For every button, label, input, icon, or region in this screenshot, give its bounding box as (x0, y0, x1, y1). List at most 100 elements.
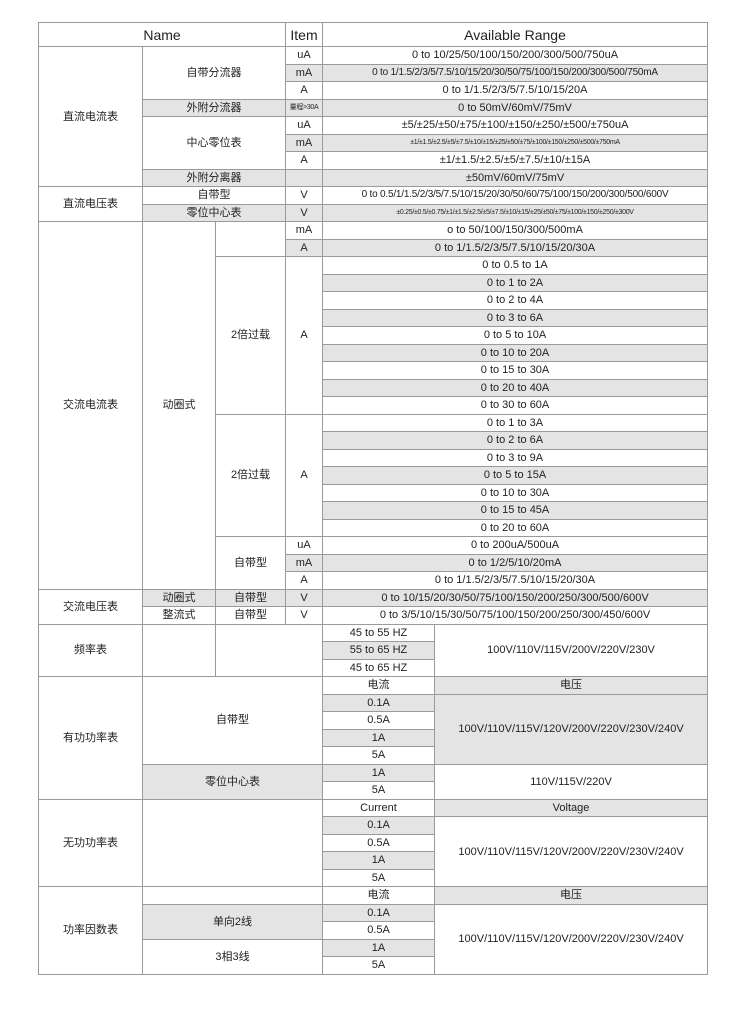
table-cell: 外附分离器 (141, 168, 287, 187)
table-cell: ±1/±1.5/±2.5/±5/±7.5/±10/±15A (322, 151, 709, 170)
table-cell: 交流电流表 (38, 221, 143, 590)
table-row: 0 to 3 to 6A (39, 308, 709, 327)
table-cell: 0.1A (322, 816, 436, 835)
table-cell: 功率因数表 (38, 886, 143, 975)
table-row: 0 to 20 to 40A (39, 378, 709, 397)
table-row: 0 to 2 to 6A (39, 431, 709, 450)
table-row: 外附分离器 ±50mV/60mV/75mV (39, 168, 709, 187)
table-cell: 0 to 3 to 9A (322, 448, 709, 467)
table-row: A ±1/±1.5/±2.5/±5/±7.5/±10/±15A (39, 151, 709, 170)
header-cell: Item (285, 22, 324, 47)
table-cell: ±0.25/±0.5/±0.75/±1/±1.5/±2.5/±5/±7.5/±1… (322, 203, 709, 222)
table-cell: 0 to 15 to 30A (322, 361, 709, 380)
table-cell: A (285, 256, 324, 415)
table-row: 0 to 2 to 4A (39, 291, 709, 310)
table-cell: mA (285, 63, 324, 82)
table-cell: 0 to 15 to 45A (322, 501, 709, 520)
table-body: Name Item Available Range 直流电流表 自带分流器 uA 0 to… (37, 22, 709, 975)
table-cell: 1A (322, 763, 436, 782)
table-cell: 0.5A (322, 833, 436, 852)
table-cell: 5A (322, 746, 436, 765)
table-cell: 直流电流表 (38, 46, 143, 187)
table-cell: 2倍过载 (214, 413, 287, 537)
table-cell: 0 to 200uA/500uA (322, 536, 709, 555)
table-cell: 0.5A (322, 921, 436, 940)
table-cell: 0 to 1/1.5/2/3/5/7.5/10/15/20/30/50/75/1… (322, 63, 709, 82)
table-cell: 0 to 0.5 to 1A (322, 256, 709, 275)
table-cell: 电压 (434, 676, 709, 695)
table-cell: mA (285, 133, 324, 152)
table-cell: 动圈式 (142, 221, 216, 590)
table-row: 直流电流表 自带分流器 uA 0 to 10/25/50/100/150/200/30… (38, 46, 709, 187)
table-cell: uA (285, 536, 324, 555)
table-cell: 100V/110V/115V/120V/200V/220V/230V/240V (434, 693, 709, 765)
table-cell: 0 to 1/2/5/10/20mA (322, 553, 709, 572)
table-row: 交流电压表 动圈式 自带型 V 0 to 10/15/20/30/50/75/100/1… (38, 588, 709, 625)
table-row: 自带型 uA 0 to 200uA/500uA (39, 536, 709, 590)
table-cell: 单向2线 (141, 903, 324, 940)
table-cell: A (285, 81, 324, 100)
table-row: 0.1A 100V/110V/115V/120V/200V/220V/230V/2… (39, 816, 709, 887)
table-cell: V (285, 186, 324, 205)
table-cell: ±50mV/60mV/75mV (322, 168, 709, 187)
table-cell: uA (285, 46, 324, 65)
table-cell: 直流电压表 (38, 186, 143, 222)
table-cell: 100V/110V/115V/200V/220V/230V (434, 623, 709, 677)
table-cell: 整流式 (142, 606, 216, 625)
table-cell: 0 to 3/5/10/15/30/50/75/100/150/200/250/… (322, 606, 709, 625)
table-cell: 45 to 65 HZ (322, 658, 436, 677)
table-cell: 频率表 (38, 623, 143, 677)
table-row: 功率因数表 电流 电压 (38, 886, 709, 975)
table-row: 3相3线 1A (39, 938, 708, 975)
table-cell: 0 to 0.5/1/1.5/2/3/5/7.5/10/15/20/30/50/… (322, 186, 709, 205)
table-cell: 100V/110V/115V/120V/200V/220V/230V/240V (434, 903, 709, 975)
table-cell: V (285, 606, 324, 625)
table-row: mA 0 to 1/2/5/10/20mA (39, 553, 709, 572)
table-cell: mA (285, 553, 324, 572)
header-cell: Name (37, 22, 287, 47)
table-cell: 0 to 1/1.5/2/3/5/7.5/10/15/20A (322, 81, 709, 100)
table-cell: 1A (322, 851, 436, 870)
table-row: 交流电流表 动圈式 mA o to 50/100/150/300/500mA (38, 221, 709, 590)
table-row: 频率表 45 to 55 HZ 100V/110V/115V/200V/220V/2… (38, 623, 709, 677)
table-cell: A (285, 151, 324, 170)
table-cell: 0.5A (322, 711, 436, 730)
table-cell: 1A (322, 938, 436, 957)
table-cell: 0 to 20 to 60A (322, 518, 709, 537)
empty-cell (214, 221, 287, 257)
table-cell: 5A (322, 956, 436, 975)
table-cell: Current (322, 798, 436, 817)
table-cell: 0 to 1/1.5/2/3/5/7.5/10/15/20/30A (322, 238, 709, 257)
table-cell: 自带型 (141, 676, 324, 765)
table-cell: 零位中心表 (141, 763, 324, 800)
table-cell: Voltage (434, 798, 709, 817)
table-cell: 电流 (322, 676, 436, 695)
empty-cell (214, 623, 324, 677)
table-row: 1A (39, 728, 708, 747)
table-cell: 0 to 50mV/60mV/75mV (322, 98, 709, 117)
table-cell: A (285, 238, 324, 257)
table-row: 无功功率表 Current Voltage (38, 798, 709, 887)
table-cell: 45 to 55 HZ (322, 623, 436, 642)
table-cell: 动圈式 (142, 588, 216, 607)
table-cell: 1A (322, 728, 436, 747)
table-cell: 0 to 10 to 20A (322, 343, 709, 362)
table-cell: 100V/110V/115V/120V/200V/220V/230V/240V (434, 816, 709, 887)
table-cell: 中心零位表 (141, 116, 287, 170)
table-row: 5A (39, 956, 708, 975)
table-cell: 交流电压表 (38, 588, 143, 625)
table-cell: 0.1A (322, 693, 436, 712)
table-cell: V (285, 588, 324, 607)
table-cell: 自带型 (141, 186, 287, 205)
table-cell: 0 to 20 to 40A (322, 378, 709, 397)
table-cell: 5A (322, 781, 436, 800)
table-cell: 55 to 65 HZ (322, 641, 436, 660)
table-row: 55 to 65 HZ (39, 641, 708, 660)
table-cell: 0 to 10 to 30A (322, 483, 709, 502)
table-cell: 0 to 30 to 60A (322, 396, 709, 415)
table-cell: 0 to 1/1.5/2/3/5/7.5/10/15/20/30A (322, 571, 709, 590)
table-row: 0.5A (39, 921, 708, 940)
table-row: 单向2线 0.1A 100V/110V/115V/120V/200V/220V/23… (39, 903, 709, 975)
table-cell: 自带分流器 (141, 46, 287, 100)
